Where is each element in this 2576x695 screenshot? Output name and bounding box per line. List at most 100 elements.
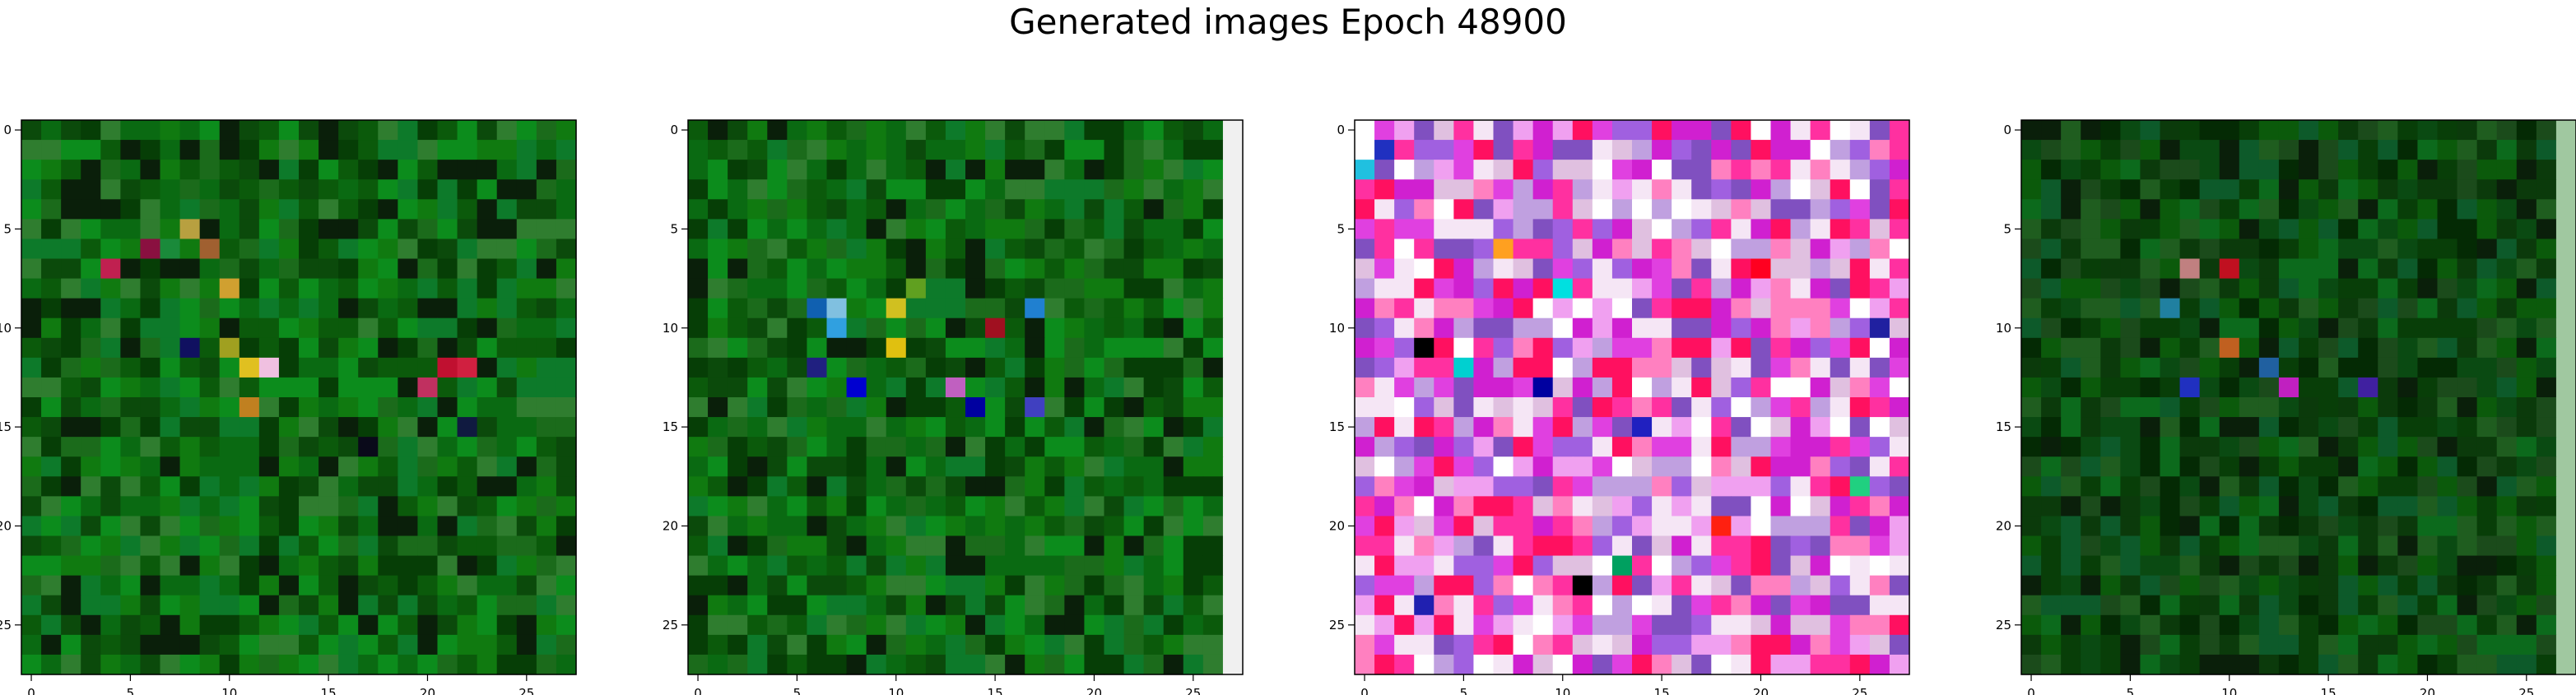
pixel-cell [985,298,1006,319]
pixel-cell [807,417,828,438]
pixel-cell [2041,496,2062,517]
pixel-cell [1691,179,1712,200]
pixel-cell [2120,476,2141,497]
pixel-cell [41,160,62,180]
pixel-cell [1044,654,1065,675]
pixel-cell [2299,535,2319,557]
pixel-cell [846,317,867,339]
pixel-cell [1731,476,1752,497]
pixel-cell [1123,140,1145,160]
pixel-cell [477,456,498,477]
pixel-cell [965,357,986,378]
pixel-cell [1064,575,1086,596]
pixel-cell [2496,654,2518,675]
pixel-cell [1163,476,1184,497]
pixel-cell [258,456,280,477]
pixel-cell [2358,614,2378,636]
pixel-cell [1163,120,1184,141]
pixel-cell [1123,199,1145,220]
pixel-cell [1592,575,1613,596]
pixel-cell [2041,298,2062,319]
pixel-cell [1889,239,1910,260]
pixel-cell [2120,397,2141,418]
pixel-cell [239,317,260,339]
pixel-cell [846,575,867,596]
pixel-cell [2417,239,2439,260]
pixel-cell [787,555,808,577]
pixel-cell [100,140,121,160]
pixel-cell [807,199,828,220]
pixel-cell [2179,654,2201,675]
pixel-cell [1374,140,1395,160]
pixel-cell [2496,317,2518,339]
pixel-cell [2061,516,2081,537]
pixel-cell [2258,140,2280,160]
pixel-cell [1869,417,1890,438]
pixel-cell [1611,535,1633,557]
pixel-cell [1084,654,1105,675]
pixel-cell [278,140,300,160]
pixel-cell [1751,456,1772,477]
pixel-cell [61,199,81,220]
pixel-cell [1064,516,1086,537]
pixel-cell [61,417,81,438]
pixel-cell [199,219,221,240]
pixel-cell [1731,199,1752,220]
pixel-cell [278,278,300,299]
pixel-cell [1592,160,1613,180]
pixel-cell [319,160,339,180]
pixel-cell [2081,555,2101,577]
pixel-cell [398,555,419,577]
pixel-cell [985,634,1006,656]
pixel-cell [2219,120,2240,141]
pixel-cell [398,278,419,299]
pixel-cell [2318,456,2339,477]
pixel-cell [1394,496,1415,517]
pixel-cell [2081,298,2101,319]
pixel-cell [826,516,848,537]
x-tick-label: 25 [518,686,534,695]
pixel-cell [747,337,768,359]
pixel-cell [2496,179,2518,200]
pixel-cell [787,377,808,398]
pixel-cell [1810,555,1831,577]
pixel-cell [2476,516,2498,537]
pixel-cell [21,179,42,200]
pixel-cell [179,535,201,557]
pixel-cell [278,535,300,557]
pixel-cell [199,634,221,656]
pixel-cell [2457,456,2478,477]
pixel-cell [688,357,709,378]
pixel-cell [2258,377,2280,398]
pixel-cell [925,417,946,438]
pixel-cell [477,120,498,141]
pixel-cell [516,377,537,398]
pixel-cell [61,397,81,418]
pixel-cell [965,239,986,260]
pixel-cell [81,317,101,339]
y-tick-label: 15 [1329,419,1345,434]
pixel-cell [160,199,181,220]
pixel-cell [516,476,537,497]
pixel-cell [1434,160,1454,180]
pixel-cell [866,614,887,636]
pixel-cell [1374,654,1395,675]
pixel-cell [1005,456,1025,477]
pixel-cell [925,337,946,359]
pixel-cell [358,555,379,577]
pixel-cell [2457,357,2478,378]
x-tick-label: 20 [420,686,435,695]
pixel-cell [688,298,709,319]
pixel-cell [1532,377,1554,398]
pixel-cell [2278,654,2299,675]
pixel-cell [1473,337,1495,359]
pixel-cell [1672,575,1692,596]
pixel-cell [1849,140,1871,160]
pixel-cell [787,199,808,220]
pixel-cell [905,476,927,497]
pixel-cell [2120,219,2141,240]
pixel-cell [1163,575,1184,596]
pixel-cell [239,437,260,457]
pixel-cell [1691,595,1712,616]
pixel-cell [299,417,319,438]
